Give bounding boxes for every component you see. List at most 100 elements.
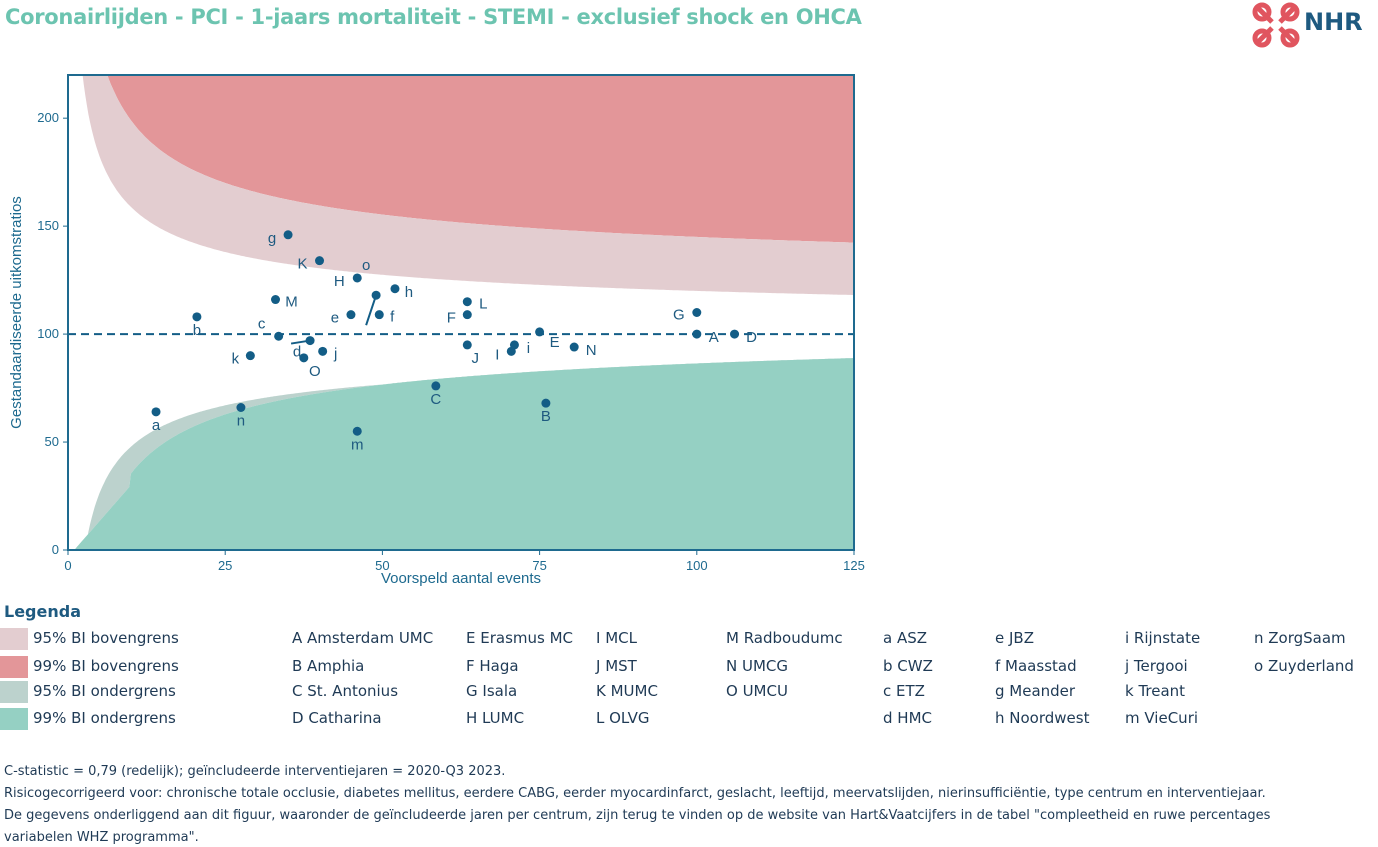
legend-center-item: b CWZ — [883, 657, 933, 675]
point-label-G: G — [673, 307, 685, 324]
y-tick-label: 0 — [52, 542, 59, 557]
nhr-logo-icon — [1252, 2, 1300, 48]
legend-center-item: g Meander — [995, 682, 1076, 700]
x-tick-label: 75 — [532, 558, 546, 573]
point-label-i: i — [527, 340, 530, 357]
plot-frame — [67, 74, 855, 551]
point-label-N: N — [586, 342, 597, 359]
x-tick-label: 0 — [64, 558, 71, 573]
point-label-E: E — [550, 334, 560, 351]
point-H — [352, 273, 362, 283]
legend-center-item: a ASZ — [883, 629, 928, 647]
point-M — [271, 295, 281, 305]
legend-center-item: K MUMC — [596, 682, 658, 700]
point-g — [283, 230, 293, 240]
legend-center-item: J MST — [596, 657, 637, 675]
point-label-j: j — [333, 345, 337, 362]
legend-center-item: i Rijnstate — [1125, 629, 1201, 647]
point-J — [462, 340, 472, 350]
legend-center-item: O UMCU — [726, 682, 788, 700]
point-label-m: m — [351, 436, 364, 453]
x-tick-label: 125 — [843, 558, 865, 573]
point-D — [730, 329, 740, 339]
point-K — [315, 256, 325, 266]
legend-center-item: I MCL — [596, 629, 637, 647]
point-k — [245, 351, 255, 361]
legend-center-item: d HMC — [883, 709, 932, 727]
point-label-F: F — [447, 310, 456, 327]
legend-center-item: h Noordwest — [995, 709, 1090, 727]
point-h — [390, 284, 400, 294]
point-b — [192, 312, 202, 322]
legend-center-item: n ZorgSaam — [1254, 629, 1346, 647]
point-d — [305, 336, 315, 346]
point-label-J: J — [472, 350, 480, 367]
point-label-e: e — [331, 310, 339, 327]
point-c — [274, 331, 284, 341]
legend-center-item: E Erasmus MC — [466, 629, 574, 647]
point-label-B: B — [541, 408, 551, 425]
legend-center-item: N UMCG — [726, 657, 789, 675]
point-o — [371, 290, 381, 300]
footnote-line: Risicogecorrigeerd voor: chronische tota… — [4, 786, 1266, 801]
legend-swatch — [0, 708, 28, 730]
legend-center-item: D Catharina — [292, 709, 382, 727]
legend-center-item: f Maasstad — [995, 657, 1077, 675]
y-axis-label: Gestandaardiseerde uitkomstratios — [8, 196, 25, 429]
point-label-A: A — [709, 329, 719, 346]
point-label-k: k — [232, 351, 240, 368]
point-j — [318, 346, 328, 356]
legend-title: Legenda — [4, 602, 81, 621]
point-O — [299, 353, 309, 363]
legend-center-item: m VieCuri — [1125, 709, 1199, 727]
legend-center-item: G Isala — [466, 682, 518, 700]
point-I — [506, 346, 516, 356]
point-label-o: o — [362, 257, 370, 274]
point-a — [151, 407, 161, 417]
legend-center-item: L OLVG — [596, 709, 650, 727]
point-label-O: O — [309, 363, 321, 380]
legend-center-item: H LUMC — [466, 709, 525, 727]
chart-title: Coronairlijden - PCI - 1-jaars mortalite… — [5, 5, 862, 29]
legend-swatch — [0, 628, 28, 650]
band-lower-99 — [68, 358, 854, 550]
legend-band-label: 99% BI ondergrens — [33, 709, 176, 727]
footnote-line: variabelen WHZ programma". — [4, 830, 199, 845]
connector-o — [365, 294, 378, 326]
axes: 0 25 50 75 100 125 0 50 100 150 200 — [37, 110, 865, 573]
point-label-D: D — [746, 329, 757, 346]
x-axis-label: Voorspeld aantal events — [381, 570, 541, 587]
legend-center-item: k Treant — [1125, 682, 1186, 700]
point-label-C: C — [430, 391, 441, 408]
point-label-M: M — [285, 294, 298, 311]
legend-center-item: F Haga — [466, 657, 519, 675]
y-tick-label: 200 — [37, 110, 59, 125]
point-L — [462, 297, 472, 307]
point-label-I: I — [495, 346, 499, 363]
legend-center-item: A Amsterdam UMC — [292, 629, 434, 647]
legend-center-item: o Zuyderland — [1254, 657, 1354, 675]
point-label-n: n — [237, 413, 245, 430]
point-N — [569, 342, 579, 352]
point-n — [236, 403, 246, 412]
point-B — [541, 398, 551, 408]
point-C — [431, 381, 441, 391]
y-tick-label: 100 — [37, 326, 59, 341]
legend-swatch — [0, 681, 28, 703]
point-label-c: c — [258, 315, 266, 332]
point-F — [462, 310, 472, 320]
x-tick-label: 50 — [375, 558, 389, 573]
point-label-d: d — [293, 344, 301, 361]
y-tick-label: 50 — [45, 434, 59, 449]
legend-center-item: C St. Antonius — [292, 682, 399, 700]
band-upper-99 — [107, 75, 854, 243]
y-tick-label: 150 — [37, 218, 59, 233]
footnote-line: De gegevens onderliggend aan dit figuur,… — [4, 808, 1271, 823]
point-f — [374, 310, 384, 320]
point-m — [352, 426, 362, 436]
point-A — [692, 329, 702, 339]
point-label-a: a — [152, 417, 161, 434]
x-tick-label: 25 — [218, 558, 232, 573]
point-label-h: h — [405, 284, 413, 301]
footnote-line: C-statistic = 0,79 (redelijk); geïnclude… — [4, 764, 506, 779]
